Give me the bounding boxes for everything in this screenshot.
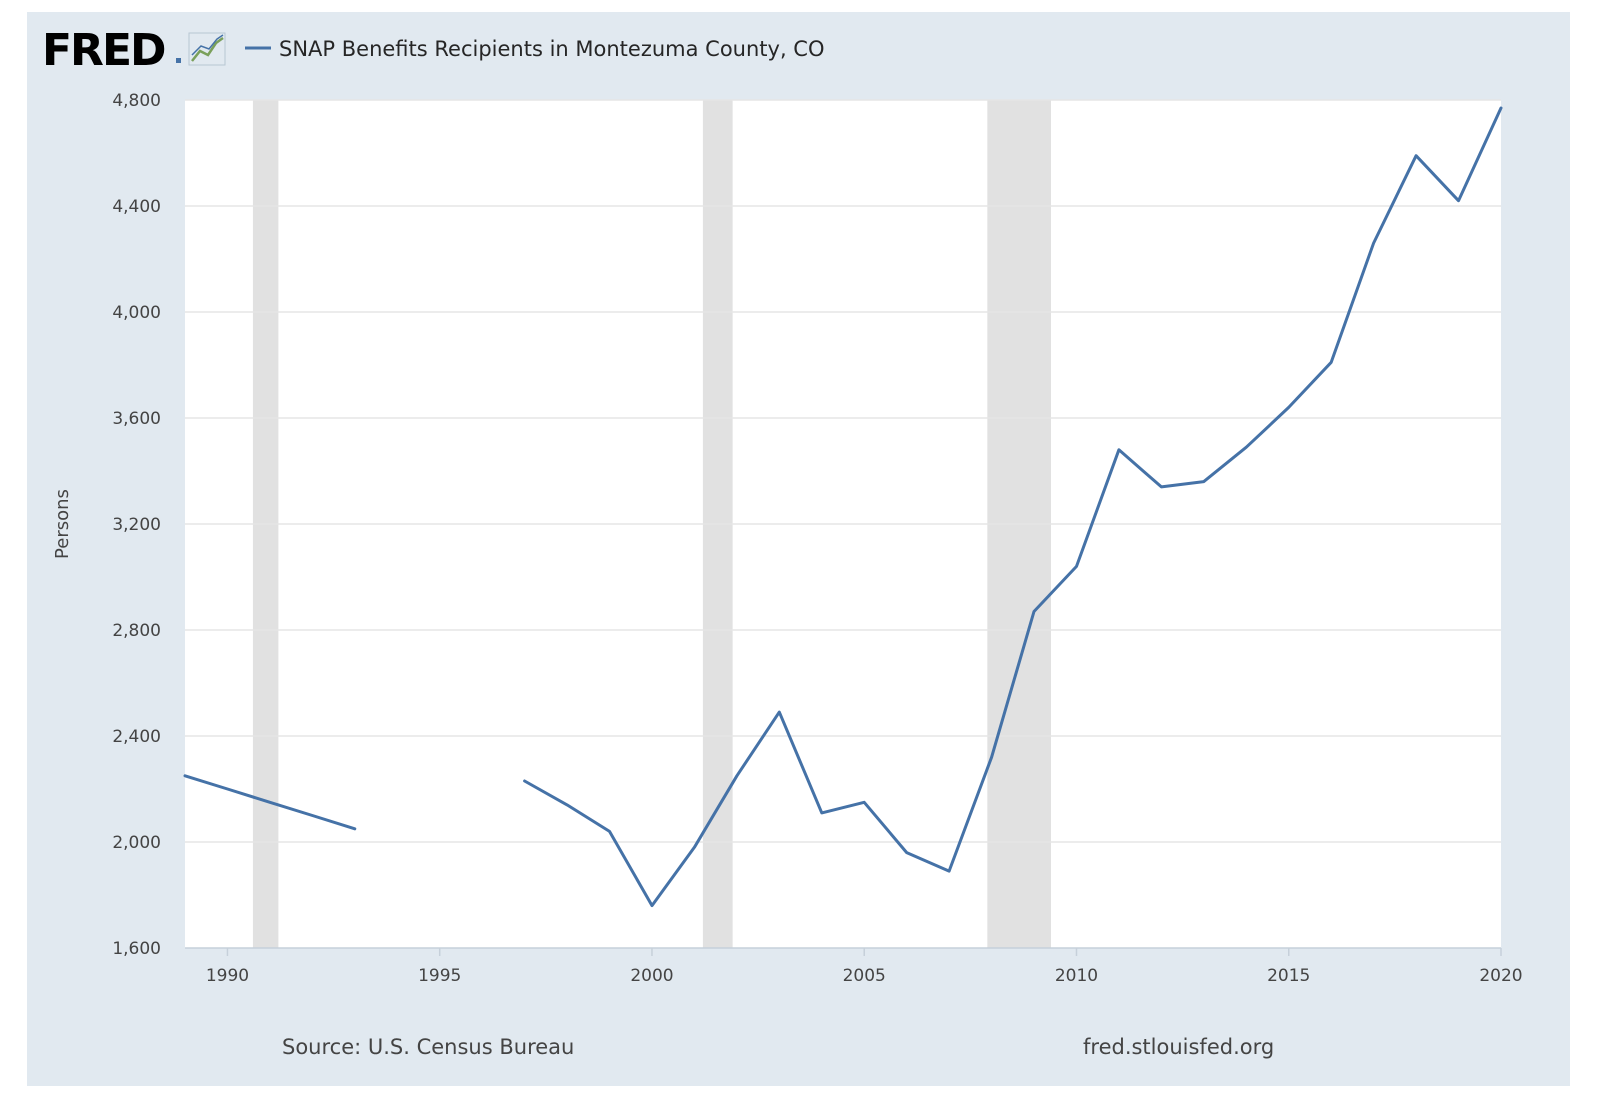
x-axis: 1990 1995 2000 2005 2010 2015 2020: [206, 948, 1523, 986]
x-tick-label-2000: 2000: [630, 966, 673, 986]
fred-logo-dot: [176, 58, 181, 63]
source-text: Source: U.S. Census Bureau: [282, 1035, 574, 1059]
y-tick-label-1600: 1,600: [112, 939, 161, 959]
fred-logo[interactable]: FRED: [42, 25, 226, 76]
y-axis-title: Persons: [52, 489, 73, 559]
fred-logo-text: FRED: [42, 25, 165, 76]
site-link[interactable]: fred.stlouisfed.org: [1083, 1035, 1274, 1059]
y-tick-label-4000: 4,000: [112, 303, 161, 323]
gridlines: [185, 99, 1501, 843]
x-tick-label-1995: 1995: [418, 966, 461, 986]
x-tick-label-2010: 2010: [1055, 966, 1098, 986]
series-0-segment-1: [523, 106, 1503, 908]
y-tick-label-3600: 3,600: [112, 409, 161, 429]
x-tick-label-1990: 1990: [206, 966, 249, 986]
legend-label: SNAP Benefits Recipients in Montezuma Co…: [279, 37, 825, 61]
y-tick-label-4400: 4,400: [112, 197, 161, 217]
y-tick-label-2800: 2,800: [112, 621, 161, 641]
line-chart-icon: [188, 32, 226, 66]
y-tick-label-2400: 2,400: [112, 727, 161, 747]
x-tick-label-2020: 2020: [1479, 966, 1522, 986]
y-tick-label-4800: 4,800: [112, 91, 161, 111]
y-axis: 1,600 2,000 2,400 2,800 3,200 3,600 4,000 4,400…: [112, 91, 161, 959]
x-tick-label-2015: 2015: [1267, 966, 1310, 986]
y-tick-label-3200: 3,200: [112, 515, 161, 535]
series-0-segment-0: [183, 774, 357, 831]
y-tick-label-2000: 2,000: [112, 833, 161, 853]
series-line: [183, 106, 1503, 908]
x-tick-label-2005: 2005: [843, 966, 886, 986]
legend[interactable]: SNAP Benefits Recipients in Montezuma Co…: [245, 37, 825, 61]
